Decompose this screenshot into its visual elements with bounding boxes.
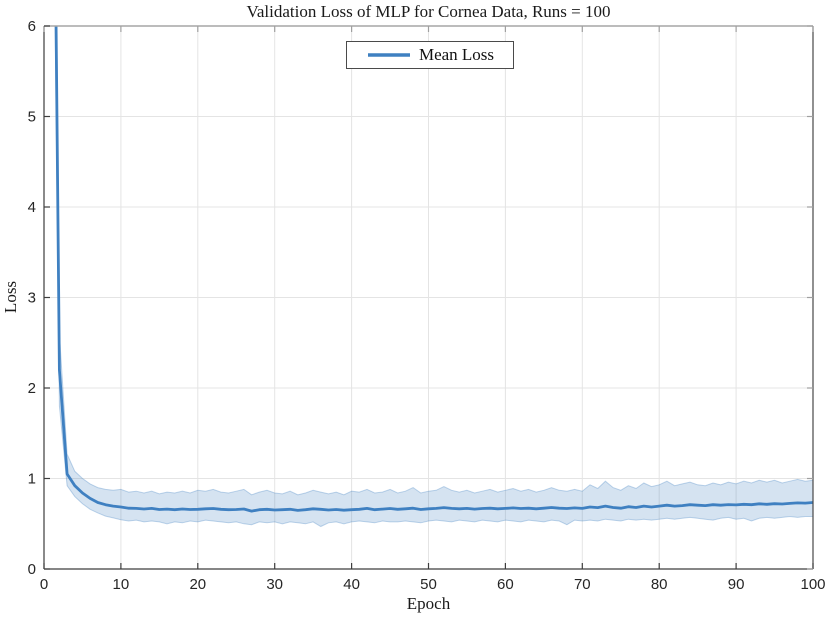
y-tick-label: 2	[28, 380, 36, 397]
x-tick-label: 50	[420, 576, 437, 593]
chart-title: Validation Loss of MLP for Cornea Data, …	[246, 2, 611, 21]
y-axis-label: Loss	[1, 280, 20, 314]
x-tick-label: 70	[574, 576, 591, 593]
mean-loss-line	[54, 26, 813, 513]
y-tick-label: 5	[28, 109, 36, 126]
legend: Mean Loss	[346, 41, 514, 69]
x-tick-label: 0	[40, 576, 48, 593]
x-tick-label: 80	[651, 576, 668, 593]
x-tick-label: 20	[189, 576, 206, 593]
y-tick-label: 3	[28, 290, 36, 307]
x-tick-label: 100	[800, 576, 825, 593]
y-tick-label: 1	[28, 471, 36, 488]
legend-line-icon	[367, 53, 410, 57]
y-tick-label: 0	[28, 561, 36, 578]
y-tick-label: 4	[28, 199, 36, 216]
legend-label: Mean Loss	[418, 45, 495, 64]
y-tick-label: 6	[28, 18, 36, 35]
x-axis-label: Epoch	[406, 594, 451, 613]
x-tick-label: 60	[497, 576, 514, 593]
confidence-band	[54, 26, 813, 528]
x-tick-label: 40	[343, 576, 360, 593]
x-tick-label: 90	[728, 576, 745, 593]
x-tick-label: 10	[113, 576, 130, 593]
x-tick-label: 30	[266, 576, 283, 593]
